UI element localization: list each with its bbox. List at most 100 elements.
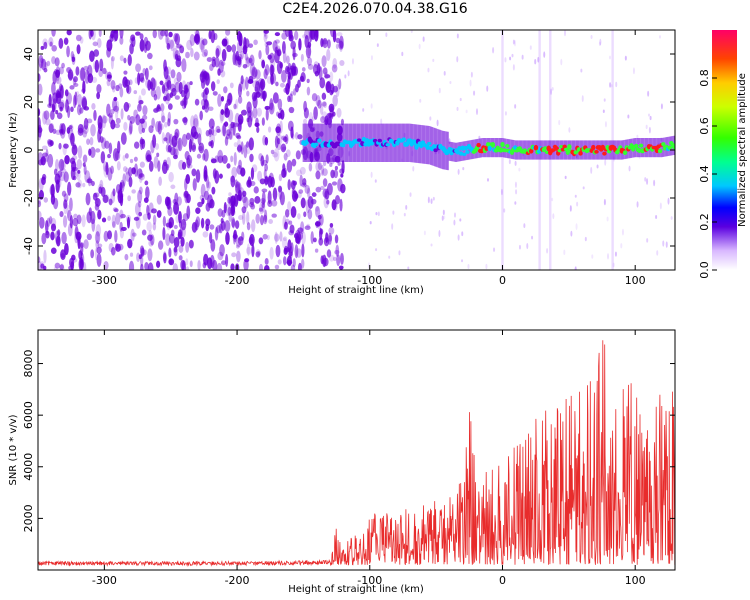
spectrum-noise-point: [262, 214, 267, 221]
spectrum-sparse-point: [375, 248, 378, 252]
spectrum-noise-point: [258, 153, 263, 162]
spectrum-noise-point: [274, 49, 280, 64]
spectrum-sparse-point: [513, 39, 516, 47]
spectrum-noise-point: [74, 91, 78, 106]
snr-xlabel: Height of straight line (km): [288, 584, 424, 595]
spectrum-noise-point: [119, 182, 123, 191]
spectrum-noise-point: [179, 45, 185, 54]
spectrum-noise-point: [166, 42, 171, 50]
spectrum-ridge-point: [661, 142, 666, 147]
spectrum-sparse-point: [443, 71, 446, 76]
spectrum-noise-point: [272, 152, 278, 158]
spectrum-sparse-point: [580, 68, 583, 73]
spectrum-noise-point: [204, 71, 210, 81]
spectrum-noise-point: [314, 70, 319, 77]
spectrum-noise-point: [174, 95, 180, 100]
colorbar-tick-label: 0.0: [698, 261, 711, 279]
spectrum-noise-point: [119, 87, 124, 98]
spectrum-noise-point: [77, 235, 81, 250]
spectrum-noise-point: [207, 194, 213, 209]
spectrum-sparse-point: [443, 215, 446, 220]
spectrum-noise-point: [90, 124, 96, 137]
spectrum-sparse-point: [370, 55, 373, 61]
spectrum-noise-point: [226, 129, 231, 137]
colorbar-tick-label: 0.2: [698, 213, 711, 231]
spectrum-noise-point: [194, 33, 201, 45]
spectrum-noise-point: [103, 194, 110, 203]
spectrum-noise-point: [68, 265, 74, 270]
spectrum-noise-point: [221, 260, 227, 266]
spectrum-noise-point: [254, 80, 261, 95]
spectrum-ridge-band: [342, 123, 345, 162]
spectrum-noise-point: [168, 31, 173, 38]
spectrum-noise-point: [107, 215, 111, 221]
spectrum-noise-point: [130, 34, 136, 42]
spectrum-noise-point: [38, 189, 44, 200]
spectrum-noise-point: [300, 53, 304, 62]
spectrum-noise-point: [88, 207, 92, 216]
spectrum-noise-point: [147, 52, 153, 60]
spectrum-noise-point: [221, 39, 228, 46]
spectrum-sparse-point: [462, 167, 465, 171]
spectrum-ridge-point: [433, 148, 438, 153]
spectrum-noise-point: [243, 258, 249, 270]
spectrum-noise-point: [91, 102, 96, 110]
spectrum-noise-point: [95, 230, 100, 245]
spectrum-sparse-point: [603, 98, 606, 102]
spectrum-noise-point: [334, 234, 339, 244]
spectrum-noise-point: [139, 39, 145, 52]
spectrum-noise-point: [217, 208, 223, 217]
spectrum-sparse-point: [604, 121, 607, 128]
spectrum-noise-point: [323, 119, 328, 125]
spectrum-noise-point: [89, 137, 94, 146]
spectrum-noise-point: [218, 59, 224, 73]
spectrum-noise-point: [320, 185, 325, 191]
spectrum-ridge-point: [573, 150, 578, 155]
spectrum-ridge-point: [460, 145, 465, 151]
spectrum-noise-point: [294, 193, 299, 200]
spectrum-noise-point: [195, 169, 201, 183]
spectrum-noise-point: [75, 66, 80, 76]
spectrum-noise-point: [322, 101, 328, 109]
spectrum-noise-point: [316, 64, 321, 74]
spectrum-noise-point: [307, 208, 313, 220]
spectrum-noise-point: [315, 95, 321, 107]
spectrum-noise-point: [96, 253, 102, 267]
spectrum-sparse-point: [459, 97, 462, 102]
spectrum-noise-point: [86, 178, 93, 184]
spectrum-noise-point: [301, 258, 305, 269]
spectrum-noise-point: [292, 258, 296, 268]
spectrum-noise-point: [156, 260, 161, 268]
spectrum-ridge-band: [440, 130, 443, 169]
spectrum-sparse-point: [518, 244, 521, 250]
spectrum-noise-point: [89, 50, 95, 62]
spectrum-noise-point: [160, 30, 166, 37]
spectrum-ridge-point: [562, 144, 567, 149]
snr-ytick-label: 2000: [22, 504, 35, 532]
spectrum-noise-point: [336, 32, 343, 37]
spectrum-sparse-point: [667, 197, 670, 205]
spectrum-sparse-point: [620, 243, 623, 249]
spectrum-noise-point: [76, 158, 82, 170]
spectrum-noise-point: [239, 81, 243, 93]
spectrum-noise-point: [174, 128, 180, 139]
spectrum-noise-point: [248, 236, 254, 245]
spectrum-sparse-point: [514, 201, 517, 205]
spectrum-noise-point: [339, 60, 345, 66]
spectrum-ridge-band: [573, 140, 575, 160]
spectrum-sparse-point: [604, 159, 607, 166]
spectrum-sparse-point: [430, 198, 433, 204]
spectrum-noise-point: [264, 163, 269, 172]
spectrum-ridge-point: [414, 143, 419, 150]
spectrum-noise-point: [221, 154, 228, 164]
spectrum-noise-point: [202, 262, 207, 269]
spectrum-sparse-point: [473, 90, 476, 96]
snr-xtick-label: -200: [225, 574, 250, 587]
spectrum-noise-point: [120, 213, 126, 219]
spectrum-noise-point: [335, 43, 339, 50]
spectrum-sparse-point: [514, 160, 517, 166]
spectrum-noise-point: [227, 206, 232, 216]
spectrum-noise-point: [250, 203, 256, 210]
spectrum-noise-point: [120, 226, 127, 232]
